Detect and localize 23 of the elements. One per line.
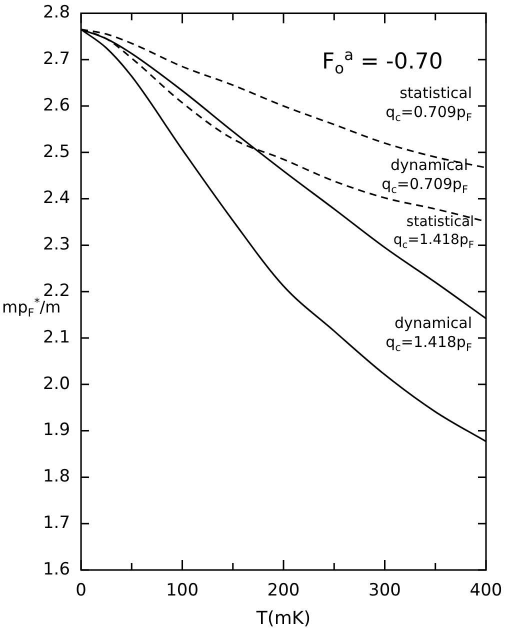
y-tick-label: 2.8 bbox=[42, 2, 70, 23]
x-tick-label: 200 bbox=[267, 580, 300, 601]
y-tick-label: 1.7 bbox=[42, 513, 70, 534]
x-tick-label: 0 bbox=[76, 580, 86, 601]
y-tick-label: 1.8 bbox=[42, 466, 70, 487]
annotation: statistical q$_{c}$=1.418p$_{F}$ bbox=[392, 213, 474, 253]
y-tick-label: 2.5 bbox=[42, 142, 70, 162]
x-tick-label: 400 bbox=[470, 580, 502, 601]
y-tick-label: 1.9 bbox=[42, 420, 70, 440]
y-tick-label: 2.7 bbox=[42, 49, 70, 70]
y-tick-label: 2.1 bbox=[42, 327, 70, 348]
y-tick-label: 2.4 bbox=[42, 188, 70, 208]
y-tick-label: 2.3 bbox=[42, 234, 70, 255]
annotation: F$_{o}$$^{a}$ = -0.70 bbox=[322, 45, 443, 80]
y-tick-label: 1.6 bbox=[42, 559, 70, 580]
annotation: dynamical q$_{c}$=0.709p$_{F}$ bbox=[380, 156, 468, 198]
x-axis-title: T(mK) bbox=[255, 608, 311, 629]
x-tick-label: 100 bbox=[166, 580, 199, 601]
annotation: dynamical q$_{c}$=1.418p$_{F}$ bbox=[384, 314, 472, 356]
y-tick-label: 2.6 bbox=[42, 95, 70, 116]
annotation: statistical q$_{c}$=0.709p$_{F}$ bbox=[384, 84, 472, 126]
x-tick-label: 300 bbox=[368, 580, 401, 601]
y-tick-label: 2.0 bbox=[42, 374, 70, 394]
